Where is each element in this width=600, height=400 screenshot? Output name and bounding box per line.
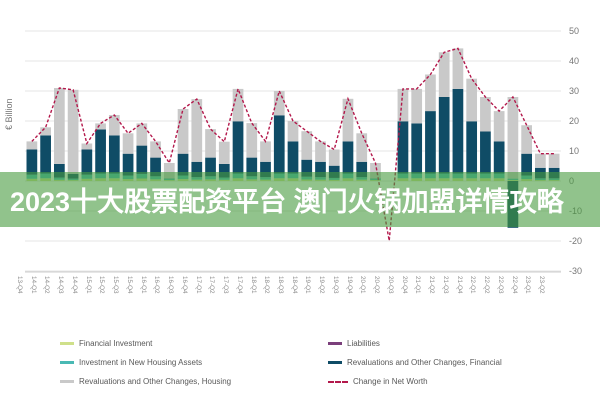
svg-text:50: 50 [569,26,579,36]
svg-text:-20: -20 [569,236,582,246]
svg-text:-30: -30 [569,266,582,276]
svg-text:40: 40 [569,56,579,66]
svg-text:20: 20 [569,116,579,126]
svg-text:10: 10 [569,146,579,156]
svg-text:30: 30 [569,86,579,96]
